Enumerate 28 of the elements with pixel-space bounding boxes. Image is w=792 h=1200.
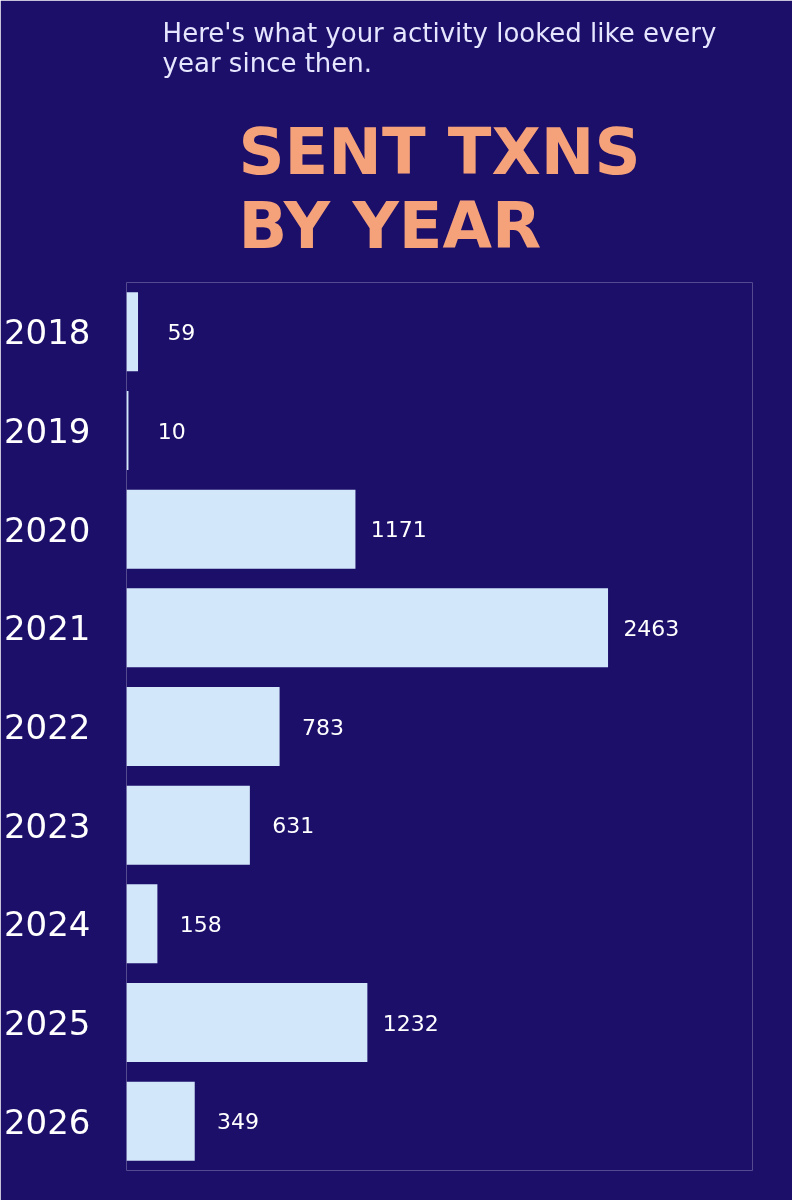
bar — [126, 687, 280, 766]
bar — [126, 588, 609, 668]
y-tick-label: 2025 — [3, 1003, 91, 1043]
data-label: 349 — [217, 1109, 260, 1135]
bar — [126, 983, 368, 1062]
chart-subtitle: Here's what your activity looked like every year since then. — [162, 17, 717, 78]
y-tick-label: 2022 — [3, 707, 91, 747]
y-tick-label: 2024 — [3, 904, 91, 945]
bar — [126, 785, 250, 865]
bar — [126, 1081, 195, 1161]
data-label: 158 — [179, 911, 222, 937]
bar — [126, 292, 139, 372]
y-tick-label: 2023 — [3, 805, 91, 846]
data-label: 10 — [157, 418, 186, 444]
chart-title: SENT TXNS BY YEAR — [238, 114, 641, 263]
bar — [126, 489, 356, 569]
y-tick-label: 2021 — [3, 608, 91, 649]
bar — [126, 884, 158, 964]
data-label: 783 — [301, 714, 344, 740]
data-label: 1232 — [382, 1010, 439, 1036]
data-label: 2463 — [623, 615, 680, 641]
y-tick-label: 2026 — [3, 1101, 91, 1142]
y-tick-label: 2019 — [3, 411, 91, 451]
y-tick-label: 2018 — [3, 312, 91, 353]
y-tick-label: 2020 — [3, 509, 91, 550]
data-label: 631 — [272, 813, 315, 839]
data-label: 59 — [167, 319, 196, 345]
data-label: 1171 — [370, 517, 427, 543]
